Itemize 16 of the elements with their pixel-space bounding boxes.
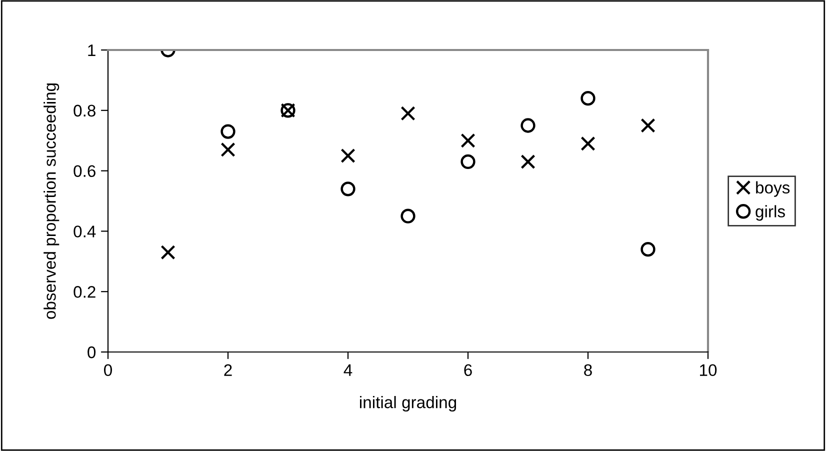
y-tick-label: 1 (88, 44, 96, 56)
legend-label: boys (756, 181, 790, 197)
x-axis-title: initial grading (360, 396, 456, 412)
x-tick-label: 2 (224, 364, 232, 376)
y-tick-label: 0.8 (74, 104, 96, 117)
y-tick-label: 0.4 (74, 226, 96, 238)
legend-label: girls (756, 205, 785, 221)
x-tick-label: 10 (700, 364, 717, 376)
y-tick-label: 0.6 (74, 165, 96, 178)
x-tick-label: 4 (344, 364, 352, 376)
y-axis-title: observed proportion succeeding (44, 83, 60, 319)
x-tick-label: 6 (464, 364, 472, 376)
y-tick-label: 0.2 (74, 286, 96, 298)
x-tick-label: 0 (104, 364, 112, 376)
x-tick-label: 8 (584, 364, 592, 376)
y-tick-label: 0 (88, 346, 96, 358)
